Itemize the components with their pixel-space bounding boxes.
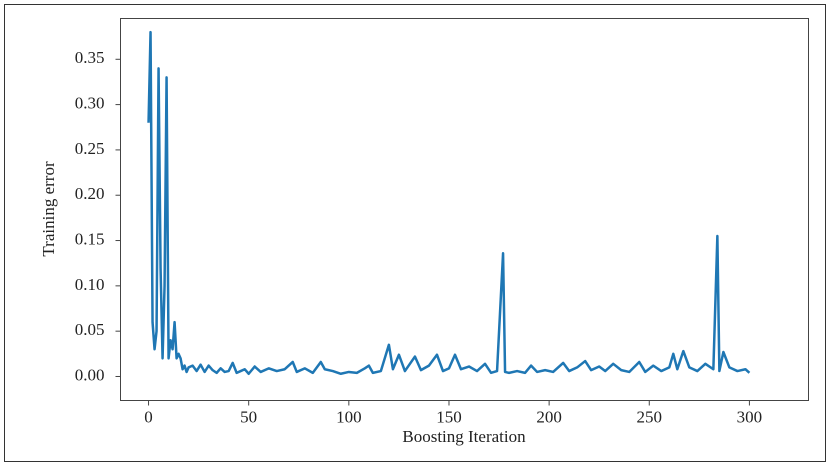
x-tick-label: 300: [737, 407, 763, 426]
outer-frame: [4, 4, 826, 462]
y-tick-label: 0.00: [75, 365, 105, 384]
y-tick-label: 0.15: [75, 229, 105, 248]
x-tick-label: 50: [240, 407, 257, 426]
y-tick-label: 0.30: [75, 94, 105, 113]
x-tick-label: 100: [336, 407, 362, 426]
x-tick-label: 150: [436, 407, 462, 426]
y-tick-label: 0.20: [75, 184, 105, 203]
plot-frame: [120, 18, 809, 401]
y-tick-label: 0.35: [75, 48, 105, 67]
y-tick-label: 0.05: [75, 320, 105, 339]
y-tick-label: 0.10: [75, 275, 105, 294]
x-tick-label: 200: [536, 407, 562, 426]
x-tick-label: 250: [637, 407, 663, 426]
data-line: [147, 30, 751, 376]
x-axis-label: Boosting Iteration: [402, 427, 526, 446]
y-axis-label: Training error: [39, 161, 58, 257]
y-tick-label: 0.25: [75, 139, 105, 158]
x-tick-label: 0: [144, 407, 153, 426]
